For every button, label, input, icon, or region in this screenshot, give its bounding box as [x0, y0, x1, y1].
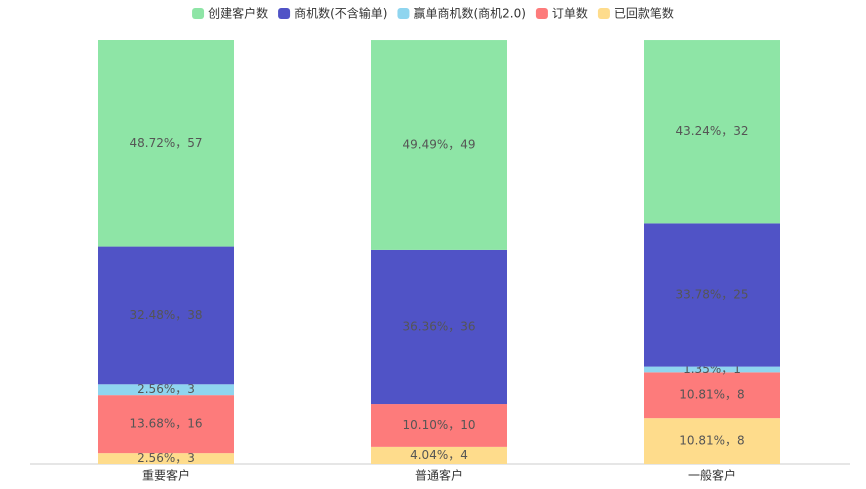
x-tick-label: 一般客户	[688, 468, 736, 483]
bar-segment	[644, 366, 780, 373]
x-tick-label: 重要客户	[142, 468, 190, 483]
value-label: 4.04%，4	[410, 448, 468, 462]
x-tick-label: 普通客户	[415, 468, 463, 483]
bar-segment	[644, 40, 780, 224]
legend-swatch	[397, 8, 410, 19]
legend-label: 赢单商机数(商机2.0)	[413, 6, 525, 21]
value-label: 2.56%，3	[137, 382, 195, 396]
bar-segment	[98, 40, 234, 247]
legend-swatch	[535, 8, 548, 19]
bar-segment	[98, 395, 234, 454]
legend-swatch	[278, 8, 291, 19]
value-label: 2.56%，3	[137, 451, 195, 465]
bar-segment	[98, 384, 234, 396]
legend-swatch	[192, 8, 205, 19]
value-label: 10.10%，10	[402, 418, 475, 432]
value-label: 33.78%，25	[675, 287, 748, 301]
value-label: 36.36%，36	[402, 319, 475, 333]
value-label: 48.72%，57	[129, 136, 202, 150]
legend-label: 已回款笔数	[614, 6, 674, 21]
legend-label: 创建客户数	[208, 6, 268, 21]
bar-segment	[644, 372, 780, 419]
value-label: 13.68%，16	[129, 417, 202, 431]
bar-segment	[98, 246, 234, 385]
legend-swatch	[597, 8, 610, 19]
bar-segment	[371, 446, 507, 464]
value-label: 49.49%，49	[402, 137, 475, 151]
bar-segment	[644, 223, 780, 367]
bar-segment	[371, 404, 507, 447]
legend-label: 订单数	[552, 6, 588, 21]
value-label: 10.81%，8	[679, 388, 744, 402]
value-label: 10.81%，8	[679, 434, 744, 448]
legend: 创建客户数 商机数(不含输单) 赢单商机数(商机2.0) 订单数 已回款笔数	[192, 6, 674, 21]
bar-segment	[98, 453, 234, 464]
bar-segment	[371, 40, 507, 250]
value-label: 43.24%，32	[675, 124, 748, 138]
bar-segment	[644, 418, 780, 464]
value-label: 32.48%，38	[129, 308, 202, 322]
bar-segment	[371, 249, 507, 405]
legend-label: 商机数(不含输单)	[294, 6, 387, 21]
